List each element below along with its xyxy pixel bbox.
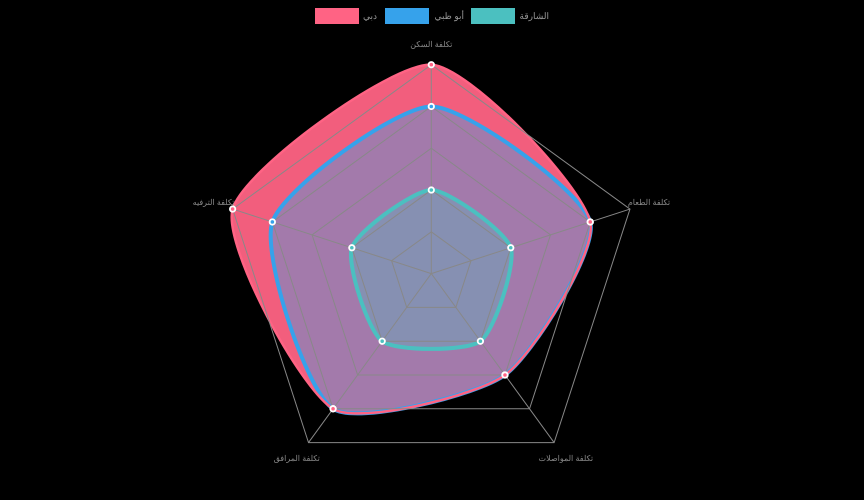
svg-text:أبو ظبي: أبو ظبي <box>434 9 464 22</box>
svg-text:دبي: دبي <box>363 11 377 21</box>
svg-text:تكلفة الطعام: تكلفة الطعام <box>628 198 670 207</box>
svg-text:تكلفة الترفيه: تكلفة الترفيه <box>193 198 235 207</box>
svg-text:الشارقة: الشارقة <box>520 11 550 22</box>
svg-text:تكلفة السكن: تكلفة السكن <box>410 40 452 49</box>
svg-text:تكلفة المرافق: تكلفة المرافق <box>274 454 320 463</box>
svg-text:تكلفة المواصلات: تكلفة المواصلات <box>539 454 594 463</box>
